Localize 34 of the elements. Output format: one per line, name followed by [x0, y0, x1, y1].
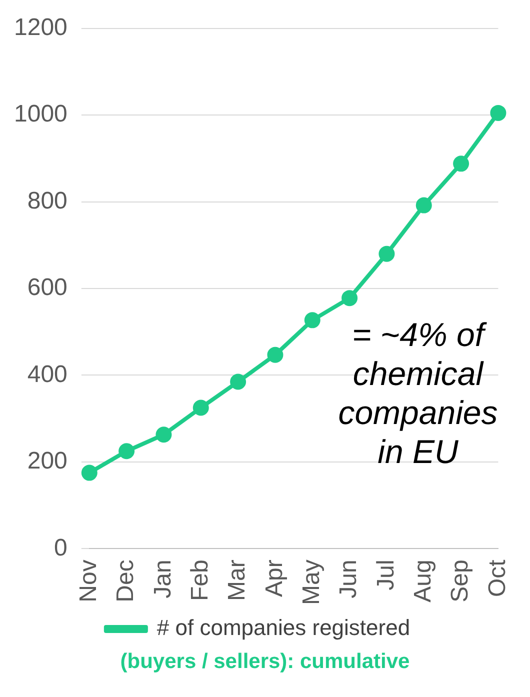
point — [416, 197, 432, 214]
point — [342, 290, 358, 306]
x-tick-label: Jul — [372, 560, 400, 590]
point — [378, 246, 395, 262]
y-tick-label: 1200 — [14, 14, 68, 42]
annotation: = ~4% of chemical companies in EU — [337, 315, 499, 471]
y-tick-label: 200 — [27, 448, 68, 475]
point — [230, 374, 246, 390]
y-tick-label: 800 — [27, 187, 68, 214]
x-tick-label: Dec — [112, 560, 140, 602]
x-tick-label: Mar — [224, 560, 251, 602]
point — [156, 426, 172, 443]
x-tick-label: Jan — [149, 560, 176, 598]
point — [192, 400, 209, 416]
x-tick-label: Feb — [186, 560, 214, 602]
x-tick-label: May — [298, 560, 326, 606]
x-tick-label: Nov — [75, 560, 102, 602]
point — [267, 346, 284, 363]
x-tick-label: Oct — [484, 559, 511, 598]
text: (buyers / sellers): cumulative — [119, 650, 411, 674]
y-tick-label: 1000 — [14, 100, 68, 128]
point — [304, 312, 320, 328]
y-tick-label: 400 — [27, 360, 68, 388]
x-tick-label: Jun — [335, 560, 362, 598]
x-tick-label: Apr — [260, 560, 288, 598]
legend-label: # of companies registered — [156, 615, 410, 640]
y-tick-label: 600 — [27, 274, 68, 302]
point — [453, 156, 470, 172]
y-tick-label: 0 — [54, 534, 68, 562]
point — [118, 443, 135, 460]
x-tick-label: Sep — [446, 560, 474, 602]
point — [490, 104, 506, 121]
point — [81, 464, 98, 481]
x-tick-label: Aug — [409, 560, 436, 602]
